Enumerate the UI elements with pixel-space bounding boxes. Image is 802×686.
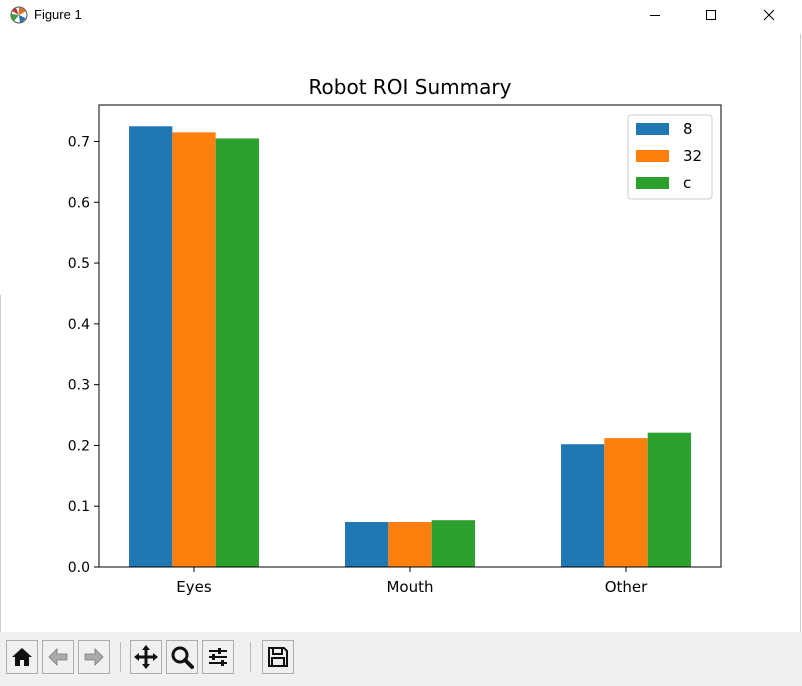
save-button[interactable] bbox=[262, 640, 294, 674]
back-arrow-icon bbox=[48, 648, 68, 666]
y-tick-label: 0.0 bbox=[68, 560, 90, 576]
toolbar-separator bbox=[120, 642, 121, 672]
close-button[interactable] bbox=[746, 0, 792, 30]
y-tick-label: 0.1 bbox=[68, 499, 90, 515]
bar bbox=[647, 432, 691, 567]
legend: 8 32 c bbox=[627, 114, 713, 200]
forward-button[interactable] bbox=[78, 640, 110, 674]
window-right-edge bbox=[800, 34, 801, 634]
bar bbox=[561, 444, 605, 567]
zoom-button[interactable] bbox=[166, 640, 198, 674]
y-tick-label: 0.5 bbox=[68, 256, 90, 272]
window-title: Figure 1 bbox=[34, 7, 82, 22]
x-tick-label: Other bbox=[605, 578, 648, 596]
x-axis: Eyes Mouth Other bbox=[176, 567, 648, 596]
bar bbox=[215, 138, 259, 567]
forward-arrow-icon bbox=[84, 648, 104, 666]
zoom-icon bbox=[171, 646, 194, 669]
maximize-icon bbox=[706, 10, 716, 20]
x-tick-label: Mouth bbox=[386, 578, 433, 596]
y-tick-label: 0.7 bbox=[68, 134, 90, 150]
y-axis: 0.0 0.1 0.2 0.3 0.4 0.5 0.6 0.7 bbox=[68, 134, 99, 576]
home-icon bbox=[12, 648, 32, 666]
maximize-button[interactable] bbox=[688, 0, 734, 30]
bar bbox=[129, 126, 173, 568]
save-icon bbox=[268, 647, 288, 667]
y-tick-label: 0.2 bbox=[68, 438, 90, 454]
bar bbox=[604, 438, 648, 567]
back-button[interactable] bbox=[42, 640, 74, 674]
configure-subplots-icon bbox=[209, 648, 227, 666]
y-tick-label: 0.4 bbox=[68, 317, 90, 333]
chart-title: Robot ROI Summary bbox=[309, 75, 512, 99]
legend-label: c bbox=[683, 174, 691, 192]
pan-icon bbox=[134, 645, 158, 669]
bar bbox=[345, 522, 389, 567]
window-left-edge bbox=[0, 295, 1, 635]
x-tick-label: Eyes bbox=[176, 578, 212, 596]
plot-frame bbox=[98, 104, 722, 568]
legend-label: 8 bbox=[683, 120, 693, 138]
home-button[interactable] bbox=[6, 640, 38, 674]
legend-swatch bbox=[636, 150, 669, 162]
pan-button[interactable] bbox=[130, 640, 162, 674]
close-icon bbox=[763, 9, 775, 21]
matplotlib-logo-icon bbox=[10, 6, 28, 24]
legend-swatch bbox=[636, 123, 669, 135]
bars bbox=[129, 126, 691, 568]
bar bbox=[172, 132, 216, 567]
minimize-button[interactable] bbox=[632, 0, 678, 30]
bar bbox=[388, 522, 432, 567]
legend-swatch bbox=[636, 177, 669, 189]
figure-canvas: Robot ROI Summary 0.00.10.20.30.40.50.60… bbox=[68, 75, 722, 596]
window-titlebar: Figure 1 bbox=[0, 0, 802, 30]
legend-label: 32 bbox=[683, 147, 702, 165]
minimize-icon bbox=[650, 15, 660, 16]
bar bbox=[431, 520, 475, 567]
toolbar-separator bbox=[250, 642, 251, 672]
y-tick-label: 0.3 bbox=[68, 378, 90, 394]
y-tick-label: 0.6 bbox=[68, 195, 90, 211]
navigation-toolbar bbox=[0, 632, 802, 686]
configure-subplots-button[interactable] bbox=[202, 640, 234, 674]
